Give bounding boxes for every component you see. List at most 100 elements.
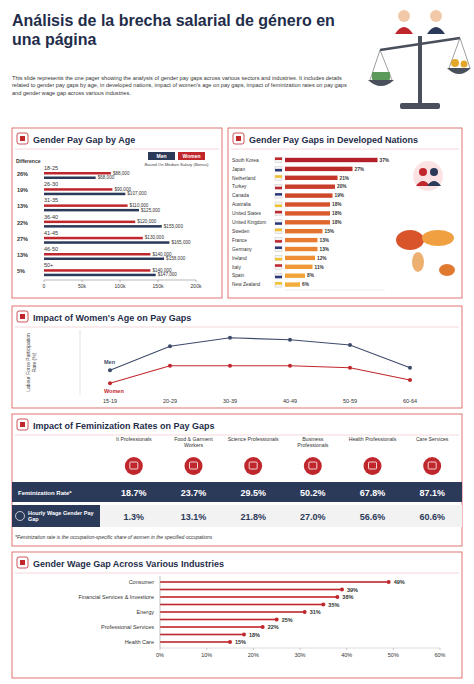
data-label: $88,000 [113,171,130,176]
decoration [412,252,424,272]
axis-line [285,290,385,291]
marker [168,344,172,348]
tick-label: 20-29 [163,398,177,404]
legend-label: Men [157,153,167,159]
marker [168,364,172,368]
flag [275,238,282,243]
data-label: $155,000 [164,224,184,229]
panel-title: Gender Pay Gap by Age [33,135,135,145]
category-label: Financial Services & Investtore [78,594,154,600]
row-icon [16,512,25,521]
header: Análisis de la brecha salarial de género… [12,12,347,96]
tick-label: 60% [434,652,445,658]
column-icon [125,457,143,475]
column-icon [185,457,203,475]
panel-frame [12,552,462,678]
icon-part [449,38,460,68]
marker [108,368,112,372]
marker [408,366,412,370]
data-label: 22% [268,624,279,630]
cell: 18.7% [121,488,147,498]
cell: 56.6% [360,512,386,522]
bar [285,193,333,197]
bar [285,158,378,162]
flag [275,264,282,267]
bar [44,269,150,272]
difference-label: 13% [17,203,28,209]
bar [285,211,330,215]
bar [44,188,112,191]
data-label: 8% [307,273,315,278]
icon-part [400,103,440,109]
flag [275,211,282,216]
difference-label: 13% [17,252,28,258]
bar-end [321,603,325,607]
note: *Feminization rate is the occupation-spe… [15,534,213,540]
plot-marks [108,336,412,386]
category-label: Ireland [232,256,247,261]
panel-icon [20,314,25,319]
bar [160,619,277,621]
decoration [396,230,424,250]
data-label: 31% [310,609,321,615]
category-label: Australia [232,202,251,207]
bar-end [387,580,391,584]
panel-frame [12,414,462,546]
tick-label: 30% [294,652,305,658]
flag [275,264,282,269]
flag [275,184,282,189]
tick [82,280,83,282]
row-band [12,505,462,527]
column-icon [190,462,198,469]
category-label: 26-30 [44,181,58,187]
data-label: $107,000 [127,191,147,196]
text-line: una página [12,31,97,48]
category-label: Germany [232,247,252,252]
flag [275,169,282,172]
column-icon [304,457,322,475]
icon-part [461,61,468,68]
flag [275,220,282,225]
marker [228,336,232,340]
data-label: 15% [325,229,335,234]
flag [275,247,282,252]
panel: Impact of Feminization Rates on Pay Gaps… [12,414,462,546]
icon-part [460,38,470,68]
decoration [422,230,454,246]
cell: 13.1% [181,512,207,522]
category-label: 50+ [44,262,53,268]
panel-title: Impact of Feminization Rates on Pay Gaps [33,421,215,431]
marker [348,343,352,347]
icon-part [418,36,422,104]
text-line: Gap [28,516,39,522]
panel-icon [20,422,25,427]
bar-end [261,625,265,629]
icon-part [427,27,445,34]
column-icon [249,462,257,469]
marker [348,366,352,370]
legend-note: Based On Median Salary (Bonus) [144,162,209,167]
column-icon [309,462,317,469]
flag [275,229,282,234]
flag [275,282,282,287]
column-icon [130,462,138,469]
plot-marks [285,158,378,287]
bar [285,229,323,233]
column-icon [423,457,441,475]
flag [275,211,282,214]
data-label: 18% [332,211,342,216]
category-label: South Korea [232,158,259,163]
column-head: Food & GarmentWorkers [174,436,213,448]
bar [285,247,318,251]
tick-label: 0% [156,652,164,658]
difference-label: 5% [17,268,25,274]
text-line: Rate (%) [31,352,37,372]
text-line: Análisis de la brecha salarial de género… [12,12,335,29]
icon-part [430,10,442,22]
panel-icon [17,557,28,568]
data-label: 37% [380,158,390,163]
flag [275,193,282,196]
data-label: 11% [315,265,325,270]
icon-part [372,72,390,80]
tick-label: 60-64 [403,398,417,404]
